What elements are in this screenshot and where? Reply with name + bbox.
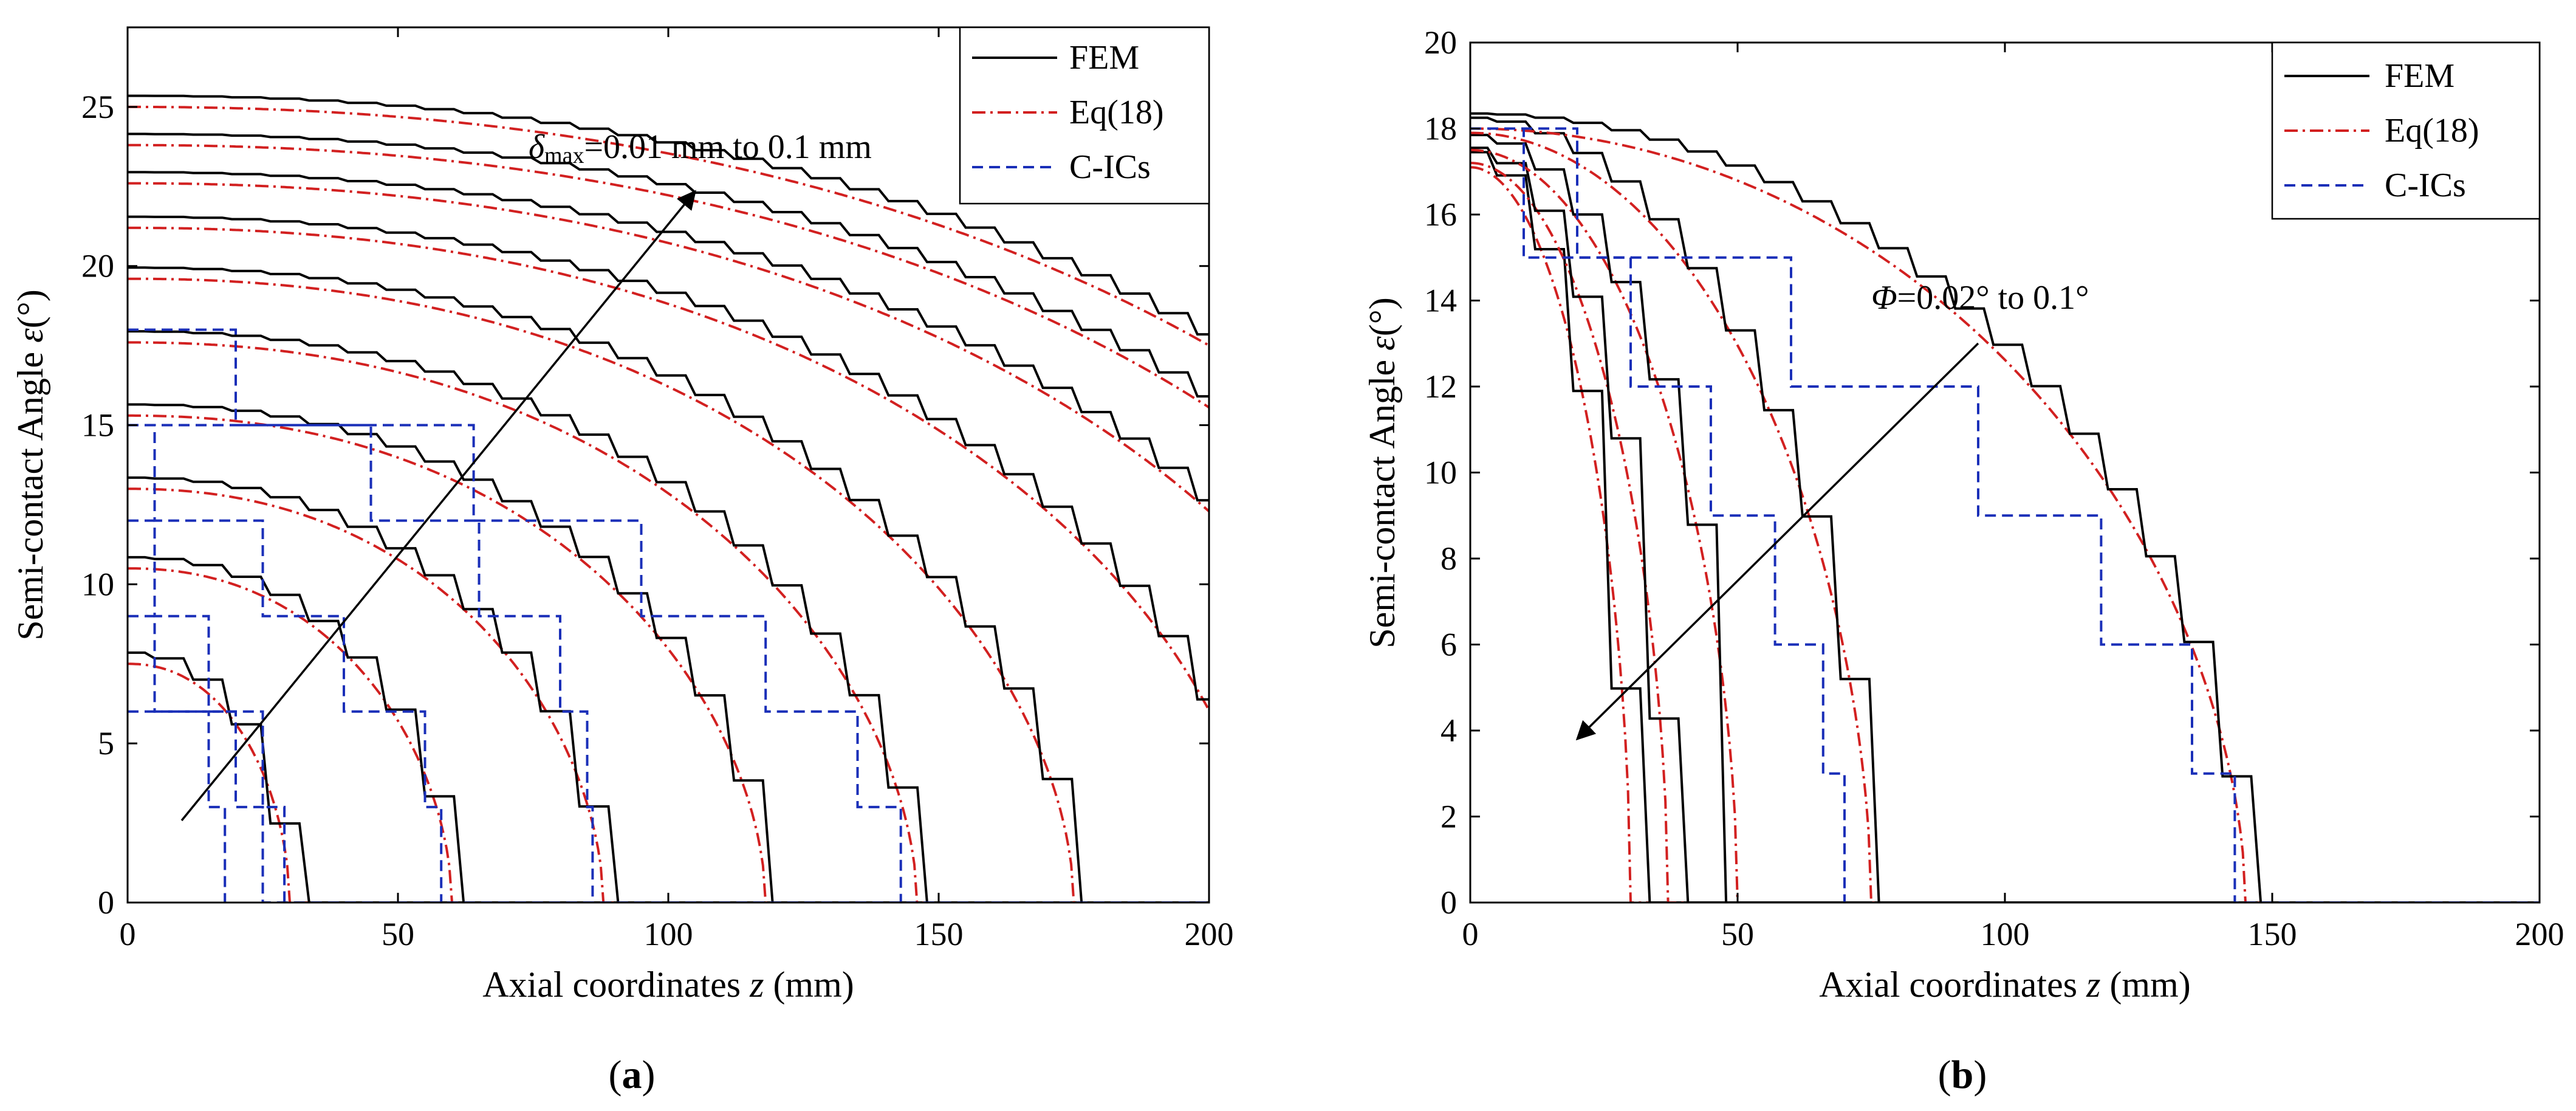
x-tick-label: 50: [382, 916, 414, 952]
x-ticks-b: 0 50 100 150 200: [1462, 43, 2564, 952]
y-ticks-a: 0 5 10 15 20 25: [81, 89, 1209, 921]
cics-curve: [128, 328, 594, 903]
eq18-curve: [1470, 131, 2540, 903]
cics-curve: [128, 424, 902, 903]
curves-b: [1470, 112, 2540, 903]
x-tick-label: 50: [1721, 916, 1754, 952]
fem-curve: [128, 651, 1209, 903]
y-tick-label: 16: [1424, 196, 1457, 233]
fem-curve: [128, 556, 1209, 903]
y-tick-label: 18: [1424, 111, 1457, 147]
eq18-curve: [1470, 162, 2540, 903]
annotation-b: Φ=0.02° to 0.1°: [1871, 279, 2089, 317]
fem-curve: [128, 330, 1209, 903]
y-tick-label: 20: [81, 248, 114, 284]
x-tick-label: 0: [1462, 916, 1479, 952]
legend-b: FEM Eq(18) C-ICs: [2271, 41, 2541, 220]
y-tick-label: 10: [1424, 455, 1457, 491]
legend-label-eq-a: Eq(18): [1069, 94, 1164, 131]
eq18-curve: [128, 105, 1209, 347]
eq18-curve: [128, 277, 1209, 903]
cics-curve: [1470, 127, 2540, 903]
y-axis-label-a: Semi-contact Angle ε(°): [10, 289, 50, 641]
eq18-curve: [128, 226, 1209, 712]
x-tick-label: 100: [1981, 916, 2030, 952]
y-tick-label: 10: [81, 566, 114, 602]
y-tick-label: 0: [98, 884, 114, 921]
legend-label-cics-a: C-ICs: [1069, 148, 1151, 186]
chart-panel-a: 0 50 100 150 200 0 5 10 15 20 25 Axial coordinate…: [10, 26, 1234, 1097]
x-tick-label: 100: [644, 916, 693, 952]
fem-curve: [1470, 146, 2540, 903]
fem-curve: [128, 94, 1209, 336]
y-axis-label-b: Semi-contact Angle ε(°): [1362, 297, 1402, 648]
fem-curve: [128, 266, 1209, 903]
y-tick-label: 15: [81, 407, 114, 444]
fem-curve: [128, 132, 1209, 398]
eq18-curve: [128, 341, 1209, 903]
trend-arrow-a: [180, 190, 696, 822]
eq18-curve: [128, 143, 1209, 409]
panel-label-a: (a): [609, 1053, 656, 1097]
legend-a: FEM Eq(18) C-ICs: [959, 26, 1210, 205]
legend-box-b: [2271, 41, 2541, 220]
legend-label-cics-b: C-ICs: [2385, 167, 2466, 204]
x-tick-label: 200: [1185, 916, 1234, 952]
panel-label-b: (b): [1938, 1053, 1987, 1097]
eq18-curve: [128, 567, 1209, 903]
fem-curve: [128, 171, 1209, 502]
x-axis-label-b: Axial coordinates z (mm): [1819, 965, 2191, 1005]
y-tick-label: 6: [1440, 627, 1457, 663]
legend-label-fem-b: FEM: [2385, 57, 2454, 95]
cics-curve: [128, 710, 1209, 903]
eq18-curve: [128, 414, 1209, 903]
y-tick-label: 25: [81, 89, 114, 125]
legend-label-fem-a: FEM: [1069, 39, 1139, 77]
eq18-curve: [128, 487, 1209, 903]
chart-panel-b: 0 50 100 150 200 0 2 4 6 8 10 12 14 16 18 20 Axial coo…: [1362, 24, 2564, 1097]
curves-a: [128, 94, 1209, 903]
eq18-curve: [128, 662, 1209, 903]
eq18-curve: [128, 182, 1209, 512]
y-tick-label: 20: [1424, 24, 1457, 61]
y-tick-label: 2: [1440, 799, 1457, 835]
fem-curve: [128, 476, 1209, 903]
cics-curve: [1470, 127, 1846, 903]
x-axis-label-a: Axial coordinates z (mm): [482, 965, 854, 1005]
x-tick-label: 0: [120, 916, 136, 952]
y-tick-label: 4: [1440, 712, 1457, 749]
y-ticks-b: 0 2 4 6 8 10 12 14 16 18 20: [1424, 24, 2540, 921]
x-tick-label: 150: [914, 916, 964, 952]
legend-label-eq-b: Eq(18): [2385, 112, 2479, 150]
trend-arrow-b: [1575, 342, 1979, 741]
y-tick-label: 5: [98, 725, 114, 762]
cics-curve: [128, 424, 443, 903]
annotation-a: δmax=0.01 mm to 0.1 mm: [529, 128, 872, 168]
y-tick-label: 0: [1440, 884, 1457, 921]
y-tick-label: 14: [1424, 283, 1457, 319]
fem-curve: [128, 215, 1209, 701]
x-ticks-a: 0 50 100 150 200: [120, 27, 1234, 952]
cics-curve: [128, 519, 286, 903]
fem-curve: [1470, 134, 2540, 903]
x-tick-label: 150: [2248, 916, 2297, 952]
y-tick-label: 12: [1424, 368, 1457, 405]
fem-curve: [128, 403, 1209, 903]
fem-curve: [1470, 116, 2540, 903]
fem-curve: [1470, 112, 2540, 903]
x-tick-label: 200: [2515, 916, 2564, 952]
eq18-curve: [1470, 127, 2540, 903]
y-tick-label: 8: [1440, 540, 1457, 577]
